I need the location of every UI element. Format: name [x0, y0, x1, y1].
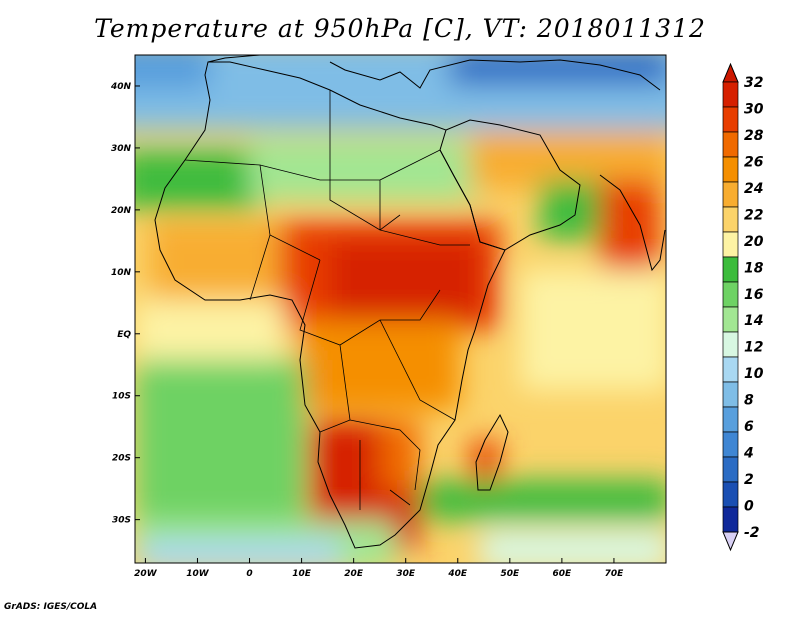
lon-tick-label: 10W — [186, 569, 210, 579]
arabia-coastline — [439, 119, 581, 251]
longitude-axis: 20W 10W 0 10E 20E 30E 40E 50E 60E 70E — [134, 558, 624, 579]
colorbar-label: 26 — [744, 154, 764, 170]
colorbar-label: 14 — [744, 313, 763, 329]
colorbar-label: 30 — [744, 101, 764, 117]
colorbar-swatch — [722, 306, 739, 333]
lon-tick-label: 30E — [396, 569, 416, 579]
lat-tick-label: 30S — [112, 516, 131, 526]
colorbar-swatch — [722, 431, 739, 458]
colorbar-swatch — [722, 406, 739, 433]
colorbar-label: 28 — [744, 128, 764, 144]
temperature-field — [135, 55, 666, 563]
colorbar-label: 24 — [744, 181, 763, 197]
colorbar-label: 8 — [744, 393, 754, 409]
colorbar-label: 12 — [744, 340, 763, 356]
colorbar-label: 32 — [744, 75, 763, 91]
india-coastline — [599, 174, 666, 272]
colorbar-label: 6 — [744, 419, 754, 435]
colorbar-swatch — [722, 231, 739, 258]
colorbar-swatch — [722, 206, 739, 233]
latitude-axis: 40N 30N 20N 10N EQ 10S 20S 30S — [110, 82, 140, 526]
colorbar-label: 16 — [744, 287, 764, 303]
lon-tick-label: 60E — [553, 569, 573, 579]
europe-coastline — [207, 55, 661, 91]
colorbar-swatch — [722, 181, 739, 208]
lon-tick-label: 50E — [500, 569, 520, 579]
colorbar-label: 2 — [744, 472, 754, 488]
lon-tick-label: 70E — [605, 569, 625, 579]
colorbar-swatch — [722, 106, 739, 133]
africa-coastline — [154, 61, 506, 549]
colorbar-swatch — [722, 81, 739, 108]
lon-tick-label: 0 — [246, 569, 252, 579]
lat-tick-label: 10N — [111, 268, 132, 278]
colorbar-swatch — [722, 456, 739, 483]
colorbar-label: 20 — [744, 234, 764, 250]
coastlines — [154, 55, 666, 549]
lat-tick-label: 30N — [111, 144, 132, 154]
map-title: Temperature at 950hPa [C], VT: 201801131… — [94, 14, 706, 43]
madagascar-coastline — [475, 413, 509, 491]
colorbar-swatch — [722, 356, 739, 383]
lat-tick-label: EQ — [117, 330, 131, 340]
colorbar-swatch — [722, 381, 739, 408]
plot-frame — [134, 54, 667, 564]
colorbar-top-arrow — [722, 62, 739, 83]
colorbar-swatch — [722, 506, 739, 533]
colorbar-label: -2 — [744, 525, 760, 541]
lat-tick-label: 40N — [110, 82, 132, 92]
colorbar-label: 18 — [744, 260, 764, 276]
political-borders — [184, 90, 470, 510]
colorbar-label: 0 — [744, 499, 754, 515]
lon-tick-label: 40E — [447, 569, 468, 579]
lon-tick-label: 10E — [292, 569, 312, 579]
colorbar-swatch — [722, 481, 739, 508]
colorbar-swatch — [722, 331, 739, 358]
colorbar-swatch — [722, 281, 739, 308]
lon-tick-label: 20W — [134, 569, 158, 579]
colorbar-swatch — [722, 156, 739, 183]
grads-credit: GrADS: IGES/COLA — [4, 602, 98, 612]
colorbar-swatch — [722, 131, 739, 158]
lon-tick-label: 20E — [344, 569, 364, 579]
colorbar-swatch — [722, 256, 739, 283]
colorbar-label: 4 — [743, 446, 754, 462]
lat-tick-label: 20N — [111, 206, 132, 216]
lat-tick-label: 20S — [112, 454, 131, 464]
colorbar-label: 22 — [744, 207, 763, 223]
colorbar-label: 10 — [744, 366, 764, 382]
lat-tick-label: 10S — [112, 392, 131, 402]
colorbar-bottom-arrow — [722, 531, 739, 552]
